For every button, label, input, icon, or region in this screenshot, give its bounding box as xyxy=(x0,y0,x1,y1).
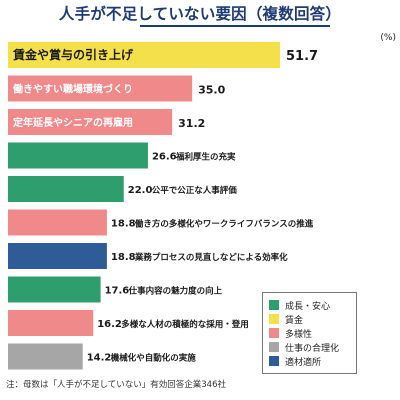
unit-label: (%) xyxy=(380,33,396,43)
category-label: 公平で公正な人事評価 xyxy=(152,185,238,196)
legend-swatch xyxy=(269,314,279,324)
category-label: 働き方の多様化やワークライフバランスの推進 xyxy=(134,219,314,230)
value-label: 18.8 xyxy=(111,252,136,263)
category-label: 業務プロセスの見直しなどによる効率化 xyxy=(134,252,288,263)
legend-label: 適材適所 xyxy=(285,357,322,368)
bar xyxy=(8,276,101,303)
bar xyxy=(8,310,94,336)
value-label: 22.0 xyxy=(128,185,153,196)
value-label: 31.2 xyxy=(178,117,205,130)
legend-swatch xyxy=(269,328,279,338)
category-label: 働きやすい職場環境づくり xyxy=(12,83,133,96)
bar xyxy=(8,343,83,370)
value-label: 26.6 xyxy=(152,152,177,163)
bar xyxy=(8,142,148,169)
category-label: 福利厚生の充実 xyxy=(175,152,236,163)
chart-title: 人手が不足していない要因（複数回答） xyxy=(58,5,342,23)
category-label: 多様な人材の積極的な採用・登用 xyxy=(121,319,249,330)
category-label: 機械化や自動化の実施 xyxy=(111,353,197,364)
value-label: 51.7 xyxy=(286,49,318,64)
legend-item: 多様性 xyxy=(269,326,350,340)
legend-swatch xyxy=(269,342,279,352)
legend-item: 成長・安心 xyxy=(269,298,350,312)
legend-item: 賃金 xyxy=(269,312,350,326)
bar xyxy=(8,243,107,269)
legend-label: 賃金 xyxy=(285,315,304,326)
bar xyxy=(8,109,173,135)
value-label: 17.6 xyxy=(105,286,130,297)
category-label: 定年延長やシニアの再雇用 xyxy=(13,116,133,129)
footnote: 注：母数は「人手が不足していない」有効回答企業346社 xyxy=(6,380,226,390)
bar xyxy=(8,75,193,102)
legend-swatch xyxy=(269,300,279,310)
bar xyxy=(8,209,107,236)
value-label: 18.8 xyxy=(111,219,136,230)
bar xyxy=(8,42,280,68)
value-label: 16.2 xyxy=(97,319,122,330)
title-underline xyxy=(140,25,330,27)
legend-label: 仕事の合理化 xyxy=(285,343,340,354)
legend-swatch xyxy=(269,356,279,366)
legend-item: 仕事の合理化 xyxy=(269,340,350,354)
legend-item: 適材適所 xyxy=(269,354,350,368)
bar xyxy=(8,176,124,202)
value-label: 35.0 xyxy=(198,84,225,97)
legend-label: 成長・安心 xyxy=(285,301,331,312)
category-label: 賃金や賞与の引き上げ xyxy=(12,47,134,62)
category-label: 仕事内容の魅力度の向上 xyxy=(128,286,223,297)
legend-label: 多様性 xyxy=(285,329,313,340)
legend: 成長・安心賃金多様性仕事の合理化 適材適所 xyxy=(262,292,357,374)
value-label: 14.2 xyxy=(87,353,112,364)
